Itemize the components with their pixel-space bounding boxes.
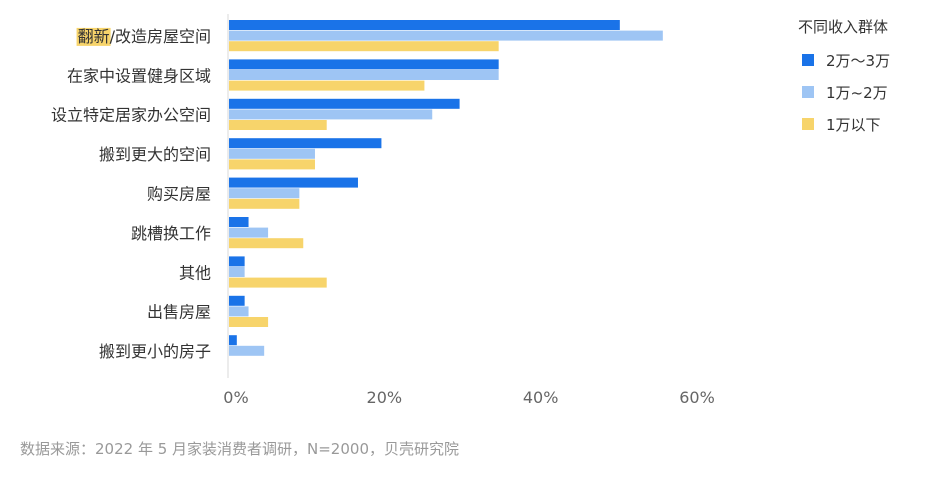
category-label-9: 搬到更小的房子 (99, 342, 211, 361)
bar-3-8 (229, 317, 269, 327)
bar-3-5 (229, 198, 300, 209)
category-label-2: 在家中设置健身区域 (67, 66, 211, 85)
category-label-4: 搬到更大的空间 (99, 145, 211, 164)
category-label-1: 翻新/改造房屋空间 (78, 27, 211, 46)
x-tick-2: 20% (367, 388, 403, 407)
source-note: 数据来源：2022 年 5 月家装消费者调研，N=2000，贝壳研究院 (20, 440, 459, 458)
x-tick-1: 0% (223, 388, 248, 407)
category-label-6: 跳槽换工作 (131, 224, 211, 243)
bar-1-3 (229, 98, 460, 109)
category-rest-text: /改造房屋空间 (110, 27, 211, 46)
bar-chart: 翻新/改造房屋空间在家中设置健身区域设立特定居家办公空间搬到更大的空间购买房屋跳… (51, 14, 890, 407)
bar-3-2 (229, 80, 425, 91)
x-tick-3: 40% (523, 388, 559, 407)
x-tick-labels: 0% 20% 40% 60% (223, 388, 714, 407)
legend-swatch-3 (802, 118, 814, 130)
bar-1-7 (229, 256, 245, 267)
legend-swatch-1 (802, 54, 814, 66)
bar-3-4 (229, 159, 315, 170)
legend: 不同收入群体 2万～3万 1万~2万 1万以下 (798, 18, 890, 134)
category-label-8: 出售房屋 (147, 303, 211, 322)
bar-2-1 (229, 30, 663, 41)
bar-3-7 (229, 277, 327, 288)
x-tick-4: 60% (679, 388, 715, 407)
bar-1-1 (229, 20, 620, 30)
bar-1-4 (229, 138, 382, 149)
category-label-5: 购买房屋 (147, 185, 211, 204)
category-highlight-text: 翻新 (78, 27, 110, 46)
bar-2-2 (229, 70, 499, 80)
bar-2-5 (229, 188, 300, 199)
bar-1-8 (229, 295, 245, 306)
legend-title: 不同收入群体 (798, 18, 888, 36)
bar-1-9 (229, 335, 237, 346)
bar-3-6 (229, 238, 304, 249)
bar-1-6 (229, 217, 249, 227)
bar-1-5 (229, 177, 358, 188)
bar-2-7 (229, 267, 245, 277)
bar-3-3 (229, 120, 327, 130)
category-label-3: 设立特定居家办公空间 (51, 106, 211, 125)
legend-swatch-2 (802, 86, 814, 98)
legend-label-3: 1万以下 (826, 116, 881, 134)
bar-2-9 (229, 345, 265, 356)
legend-label-2: 1万~2万 (826, 84, 888, 102)
legend-label-1: 2万～3万 (826, 52, 890, 70)
bar-2-8 (229, 306, 249, 317)
category-highlight-marker (76, 27, 111, 46)
bar-2-6 (229, 227, 269, 238)
category-label-7: 其他 (179, 263, 211, 282)
bar-1-2 (229, 59, 499, 70)
category-labels: 翻新/改造房屋空间在家中设置健身区域设立特定居家办公空间搬到更大的空间购买房屋跳… (51, 27, 211, 361)
bars-group (229, 20, 663, 356)
bar-3-1 (229, 41, 499, 52)
bar-2-4 (229, 148, 315, 159)
bar-2-3 (229, 109, 433, 120)
